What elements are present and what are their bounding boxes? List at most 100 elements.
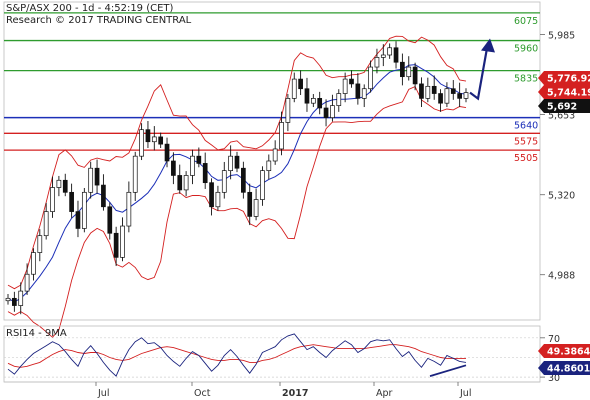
candle-body [69, 191, 74, 212]
candle-body [37, 235, 43, 253]
candle-body [291, 78, 297, 99]
candle-body [450, 88, 456, 94]
candle [355, 73, 361, 105]
rsi-tag-label: 49.3864 [547, 347, 590, 358]
candle-body [139, 129, 144, 157]
candle [266, 154, 272, 180]
candle-body [336, 93, 342, 106]
candle [393, 41, 399, 69]
candle [56, 175, 62, 197]
rsi-tag-box [538, 361, 590, 375]
candle [298, 70, 303, 95]
level-label-5640: 5640 [514, 121, 538, 132]
candle [279, 111, 284, 156]
candle-body [158, 136, 164, 145]
candle-body [279, 122, 284, 150]
support-resistance-levels: 6075 5960 5835 5640 5575 5505 [4, 12, 540, 164]
candle-body [94, 167, 100, 186]
candle [368, 60, 373, 93]
candle [253, 188, 259, 221]
candle [304, 77, 310, 112]
candle-body [196, 155, 202, 164]
candle-body [438, 93, 443, 104]
rsi-trendline [429, 364, 467, 377]
candle-body [349, 78, 354, 85]
rsi-tick-label: 30 [548, 373, 560, 384]
candle [190, 149, 195, 185]
price-tag-label: 5,744.19 [547, 88, 590, 99]
candle-body [304, 88, 310, 104]
candle [330, 94, 335, 122]
candle-body [81, 191, 87, 229]
time-tick-label: Jul [459, 388, 471, 399]
candle-body [310, 98, 316, 104]
candle-body [12, 297, 17, 306]
candle-body [241, 167, 246, 193]
candle [241, 161, 246, 199]
candle [463, 88, 469, 103]
candle [209, 178, 214, 216]
candle-body [132, 155, 138, 193]
candle [444, 82, 450, 108]
chart-title: S&P/ASX 200 - 1d - 4:52:19 (CET) [6, 3, 174, 14]
candle-body [431, 85, 437, 94]
level-label-5575: 5575 [514, 136, 538, 147]
bollinger-lower [7, 86, 467, 338]
candle [177, 164, 183, 194]
candle [12, 291, 17, 312]
candle-body [50, 187, 55, 212]
candle-body [368, 66, 373, 90]
candle [247, 183, 253, 226]
candle-body [190, 155, 195, 176]
candle [349, 70, 354, 88]
forecast-arrow [469, 38, 495, 101]
candle-body [24, 273, 30, 292]
candle [94, 159, 100, 194]
candle-body [221, 170, 227, 193]
candle [425, 77, 431, 103]
candle [18, 282, 24, 315]
candle-body [253, 199, 259, 217]
candle [457, 82, 462, 108]
candle-body [209, 182, 214, 208]
price-tag-box [538, 85, 590, 99]
candle [101, 174, 106, 211]
price-tag-box [538, 99, 590, 113]
candle [387, 43, 393, 59]
candle [291, 72, 297, 103]
candle-body [361, 88, 367, 99]
time-tick-label: Jul [97, 388, 109, 399]
candle-body [272, 148, 278, 162]
candle [5, 293, 11, 305]
candle [81, 187, 87, 233]
candle-body [234, 155, 240, 169]
candles [5, 41, 469, 315]
candle [202, 152, 208, 189]
candle [37, 229, 43, 262]
candle-body [298, 78, 303, 90]
candle-body [228, 155, 233, 171]
candle [228, 145, 233, 180]
candle-body [120, 225, 125, 258]
candle-body [463, 92, 469, 99]
candle [450, 80, 456, 100]
candle [317, 91, 323, 115]
candle [145, 121, 151, 148]
candle-body [145, 129, 151, 143]
price-panel: 6075 5960 5835 5640 5575 5505 5,985 5,653 5,320… [3, 1, 590, 338]
candle-body [56, 179, 62, 188]
forecast-arrowhead [481, 38, 495, 53]
candle-body [425, 85, 431, 99]
price-tick-label: 5,985 [548, 31, 575, 42]
candle-body [202, 163, 208, 184]
candle-body [406, 66, 412, 78]
candle [158, 132, 164, 148]
candle [50, 176, 55, 218]
candle [126, 181, 132, 233]
level-label-6075: 6075 [514, 16, 538, 27]
candle [120, 217, 125, 262]
rsi-tick-label: 70 [548, 334, 560, 345]
price-tag-label: 5,692 [547, 102, 577, 113]
